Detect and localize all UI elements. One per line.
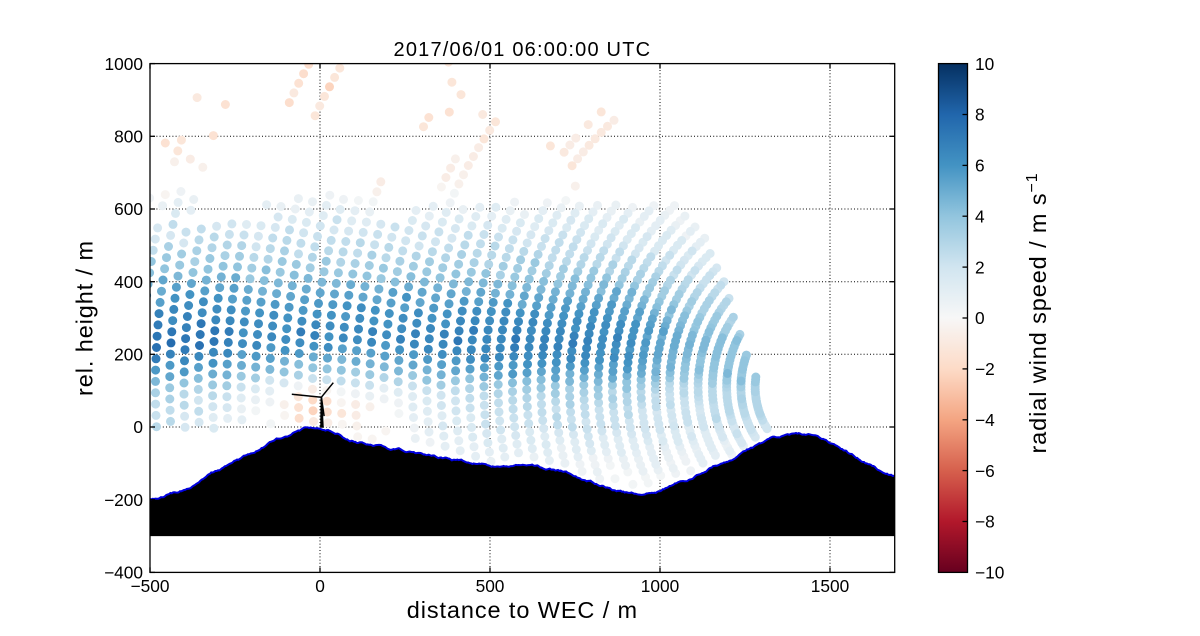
svg-text:distance to WEC / m: distance to WEC / m [407,597,638,623]
svg-text:−200: −200 [104,490,143,510]
svg-text:1000: 1000 [641,576,679,596]
svg-text:800: 800 [114,127,143,147]
svg-text:2017/06/01 06:00:00 UTC: 2017/06/01 06:00:00 UTC [394,39,652,61]
svg-text:2: 2 [975,257,985,277]
svg-text:600: 600 [114,199,143,219]
svg-text:radial wind speed / m s−1: radial wind speed / m s−1 [1024,172,1051,453]
svg-text:0: 0 [975,308,985,328]
svg-text:−4: −4 [975,410,995,430]
svg-text:1000: 1000 [105,54,143,74]
svg-text:200: 200 [114,345,143,365]
svg-text:−2: −2 [975,359,995,379]
svg-text:−8: −8 [975,512,995,532]
svg-text:0: 0 [133,417,143,437]
svg-text:0: 0 [315,576,325,596]
svg-text:10: 10 [975,54,994,74]
svg-text:500: 500 [476,576,505,596]
svg-text:−10: −10 [975,563,1004,583]
svg-text:4: 4 [975,206,985,226]
svg-text:rel. height / m: rel. height / m [72,240,98,396]
svg-text:1500: 1500 [811,576,849,596]
svg-text:−6: −6 [975,461,995,481]
svg-text:400: 400 [114,272,143,292]
svg-text:6: 6 [975,156,985,176]
svg-text:8: 8 [975,105,985,125]
svg-text:−400: −400 [104,563,143,583]
svg-text:−500: −500 [131,576,170,596]
